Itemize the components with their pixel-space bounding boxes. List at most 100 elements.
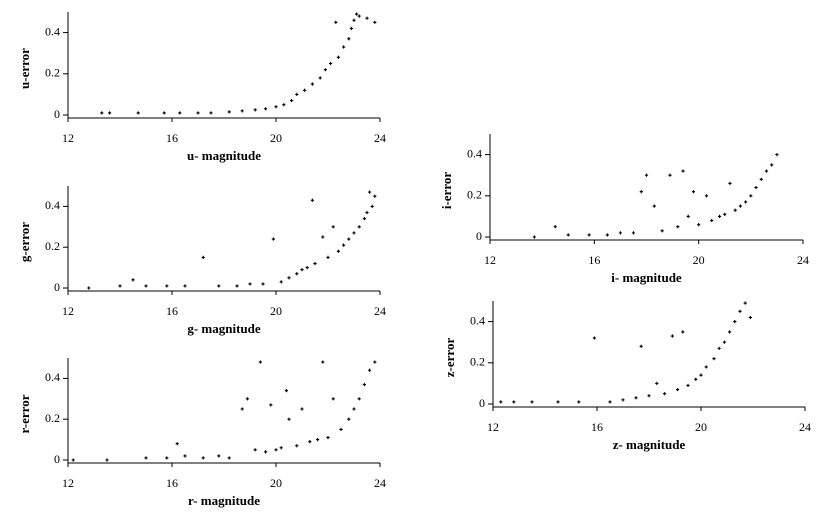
point: [608, 400, 612, 404]
point: [368, 190, 372, 194]
x-axis-label: r- magnitude: [188, 493, 260, 508]
point: [235, 284, 239, 288]
point: [300, 268, 304, 272]
point: [264, 107, 268, 111]
point: [712, 357, 716, 361]
point: [352, 231, 356, 235]
y-axis-label: i-error: [439, 172, 454, 210]
point: [261, 282, 265, 286]
point: [310, 198, 314, 202]
point: [183, 454, 187, 458]
point: [655, 381, 659, 385]
x-tick-label: 16: [166, 476, 178, 490]
point: [373, 20, 377, 24]
point: [308, 440, 312, 444]
y-axis-label: g-error: [17, 222, 32, 262]
point: [326, 255, 330, 259]
point: [357, 14, 361, 18]
point: [699, 373, 703, 377]
point: [618, 231, 623, 235]
x-tick-label: 16: [166, 131, 178, 145]
point: [365, 210, 369, 215]
point: [639, 344, 643, 348]
point: [209, 111, 213, 115]
x-tick-label: 24: [374, 131, 386, 145]
y-tick-label: 0: [479, 396, 485, 410]
x-tick-label: 20: [695, 420, 707, 434]
point: [100, 111, 104, 115]
point: [748, 315, 752, 320]
x-tick-label: 12: [62, 476, 74, 490]
point: [676, 387, 680, 392]
x-axis-label: z- magnitude: [613, 437, 686, 452]
point: [368, 368, 372, 372]
point: [331, 397, 335, 401]
point: [282, 103, 286, 107]
x-axis-label: i- magnitude: [611, 270, 682, 285]
point: [271, 237, 275, 241]
point: [566, 233, 570, 237]
point: [775, 153, 779, 157]
point: [660, 229, 664, 233]
y-tick-label: 0: [54, 280, 60, 294]
point: [339, 427, 343, 431]
point: [269, 403, 273, 407]
y-axis-label: z-error: [442, 338, 457, 378]
point: [639, 190, 643, 194]
x-tick-label: 12: [487, 420, 499, 434]
x-tick-label: 20: [270, 304, 282, 318]
point: [105, 458, 109, 462]
point: [323, 68, 327, 72]
point: [118, 284, 122, 288]
y-axis-label: u-error: [17, 48, 32, 89]
point: [349, 26, 353, 31]
point: [668, 173, 672, 177]
point: [676, 225, 680, 229]
point: [681, 330, 685, 334]
point: [733, 208, 737, 212]
y-tick-label: 0.2: [45, 239, 60, 253]
y-tick-label: 0.4: [470, 313, 485, 327]
y-tick-label: 0.2: [470, 355, 485, 369]
point: [631, 231, 636, 235]
point: [373, 194, 377, 198]
point: [329, 61, 333, 66]
point: [321, 360, 325, 364]
point: [287, 417, 291, 421]
point: [108, 111, 112, 115]
point: [248, 282, 252, 286]
point: [253, 448, 257, 452]
y-axis-label: r-error: [17, 394, 32, 433]
y-tick-label: 0.2: [45, 411, 60, 425]
point: [749, 194, 753, 198]
point: [162, 111, 166, 115]
point: [284, 389, 288, 393]
point: [743, 301, 747, 305]
point: [362, 382, 366, 387]
point: [738, 204, 742, 208]
point: [227, 110, 231, 114]
point: [733, 320, 737, 324]
point: [717, 346, 721, 350]
point: [697, 223, 701, 227]
point: [290, 98, 294, 103]
point: [728, 181, 732, 186]
x-tick-label: 24: [797, 253, 809, 267]
point: [227, 456, 231, 460]
point: [738, 309, 742, 313]
point: [357, 225, 361, 229]
point: [365, 16, 369, 20]
point: [300, 407, 304, 411]
point: [704, 194, 709, 198]
point: [253, 108, 257, 112]
point: [217, 454, 221, 458]
point: [331, 225, 335, 229]
point: [744, 200, 748, 204]
point: [144, 456, 148, 460]
point: [313, 261, 317, 266]
point: [318, 76, 322, 80]
point: [532, 235, 536, 239]
point: [691, 190, 696, 194]
point: [245, 397, 249, 401]
